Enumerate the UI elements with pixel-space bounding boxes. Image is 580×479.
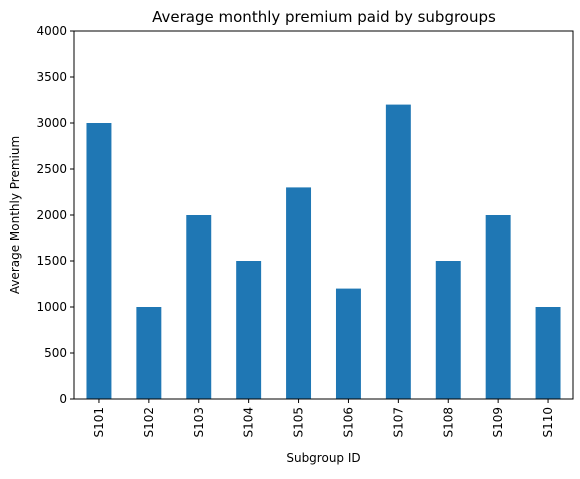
bars-group xyxy=(86,104,561,399)
y-axis: 0 500 1000 1500 2000 2500 3000 3500 4000 xyxy=(36,24,74,406)
bar-s101 xyxy=(86,123,112,399)
y-tick-label: 500 xyxy=(44,346,67,360)
x-tick-label: S103 xyxy=(192,407,206,438)
bar-s105 xyxy=(286,187,312,399)
x-tick-label: S105 xyxy=(292,407,306,438)
y-tick-label: 1000 xyxy=(36,300,67,314)
y-tick-label: 0 xyxy=(59,392,67,406)
y-axis-label: Average Monthly Premium xyxy=(8,136,22,294)
bar-s110 xyxy=(535,307,561,399)
x-tick-label: S106 xyxy=(341,407,355,438)
x-tick-label: S101 xyxy=(92,407,106,438)
bar-s107 xyxy=(385,104,411,399)
x-axis: S101 S102 S103 S104 S105 S106 S107 S108 S109 S110 xyxy=(92,399,555,438)
x-tick-label: S102 xyxy=(142,407,156,438)
y-tick-label: 2500 xyxy=(36,162,67,176)
bar-s108 xyxy=(435,261,461,399)
y-tick-label: 4000 xyxy=(36,24,67,38)
x-tick-label: S107 xyxy=(391,407,405,438)
x-tick-label: S110 xyxy=(541,407,555,438)
bar-s103 xyxy=(186,215,212,399)
x-tick-label: S109 xyxy=(491,407,505,438)
x-tick-label: S108 xyxy=(441,407,455,438)
x-axis-label: Subgroup ID xyxy=(286,451,360,465)
bar-s109 xyxy=(485,215,511,399)
chart-title: Average monthly premium paid by subgroup… xyxy=(152,8,496,26)
y-tick-label: 3500 xyxy=(36,70,67,84)
y-tick-label: 3000 xyxy=(36,116,67,130)
bar-s106 xyxy=(335,288,361,399)
bar-s102 xyxy=(136,307,162,399)
y-tick-label: 1500 xyxy=(36,254,67,268)
x-tick-label: S104 xyxy=(242,407,256,438)
plot-frame xyxy=(73,30,574,400)
bar-s104 xyxy=(236,261,262,399)
y-tick-label: 2000 xyxy=(36,208,67,222)
